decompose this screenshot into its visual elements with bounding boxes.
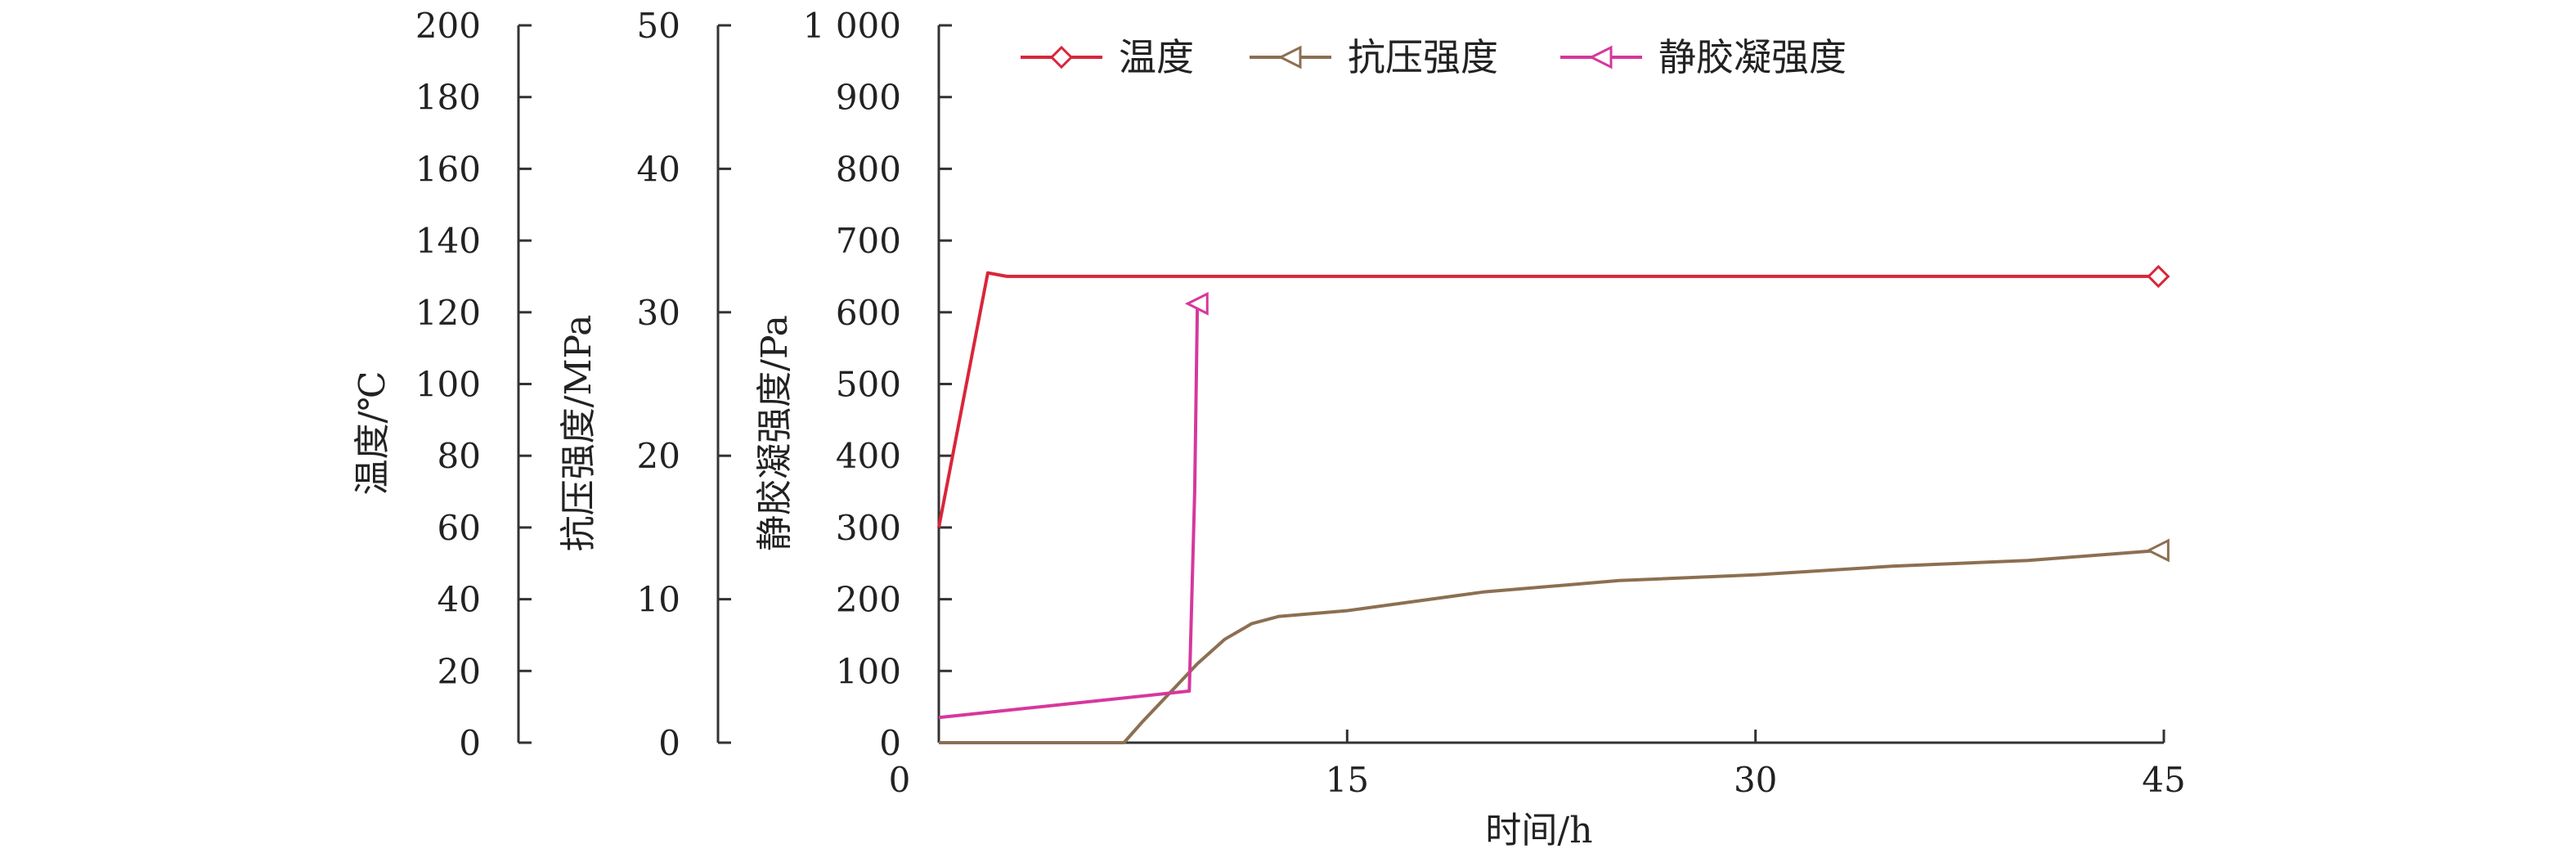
series-marker	[2147, 264, 2170, 289]
x-tick-label: 30	[1734, 760, 1777, 800]
y-tick-label: 400	[836, 436, 901, 476]
y-axis-title: 静胶凝强度/Pa	[754, 315, 796, 551]
y-tick-label: 200	[415, 6, 481, 46]
series-marker	[2145, 538, 2170, 563]
series-marker	[1049, 45, 1074, 70]
y-tick-label: 40	[637, 149, 680, 189]
y-tick-label: 20	[637, 436, 680, 476]
y-tick-label: 120	[415, 293, 481, 333]
series-2	[938, 291, 1209, 720]
y-tick-label: 500	[836, 365, 901, 405]
series-layer	[937, 264, 2170, 744]
y-tick-label: 800	[836, 149, 901, 189]
y-tick-label: 900	[836, 78, 901, 118]
axes-layer: 0 20 40 60 80 100 120 140 160 180 200 温度/℃ 0 10 20 30 40…	[352, 6, 2186, 851]
series-line	[939, 549, 2159, 744]
y-tick-label: 0	[658, 723, 680, 763]
legend-label: 静胶凝强度	[1658, 35, 1847, 79]
legend-item-2: 静胶凝强度	[1560, 35, 1847, 79]
y-tick-label: 80	[438, 436, 481, 476]
y-tick-label: 160	[415, 149, 481, 189]
y-tick-label: 60	[438, 508, 481, 548]
series-marker	[1277, 45, 1302, 70]
y-tick-label: 100	[836, 651, 901, 691]
y-tick-label: 10	[637, 580, 680, 620]
y-tick-label: 30	[637, 293, 680, 333]
y-tick-label: 600	[836, 293, 901, 333]
series-marker	[1588, 45, 1613, 70]
y-tick-label: 700	[836, 221, 901, 261]
y-tick-label: 100	[415, 365, 481, 405]
y-tick-label: 200	[836, 580, 901, 620]
y-tick-label: 40	[438, 580, 481, 620]
y-tick-label: 20	[438, 651, 481, 691]
series-marker	[1184, 291, 1209, 316]
series-0	[937, 264, 2170, 528]
x-tick-label: 45	[2142, 760, 2185, 800]
y-tick-label: 140	[415, 221, 481, 261]
y-tick-label: 50	[637, 6, 680, 46]
legend-item-1: 抗压强度	[1250, 35, 1498, 79]
y-axis-title: 抗压强度/MPa	[558, 315, 599, 552]
y-tick-label: 0	[879, 723, 901, 763]
x-axis-title: 时间/h	[1485, 810, 1592, 851]
y-axis-title: 温度/℃	[352, 371, 393, 495]
legend-label: 抗压强度	[1348, 35, 1498, 79]
legend-item-0: 温度	[1021, 35, 1194, 79]
series-line	[938, 303, 1200, 720]
series-line	[937, 271, 2159, 528]
series-1	[939, 538, 2170, 744]
x-tick-label: 15	[1326, 760, 1369, 800]
x-tick-label: 0	[889, 760, 911, 800]
legend: 温度 抗压强度 静胶凝强度	[1021, 35, 1847, 79]
y-tick-label: 1 000	[803, 6, 901, 46]
y-tick-label: 180	[415, 78, 481, 118]
y-tick-label: 300	[836, 508, 901, 548]
legend-label: 温度	[1119, 35, 1194, 79]
y-tick-label: 0	[459, 723, 481, 763]
